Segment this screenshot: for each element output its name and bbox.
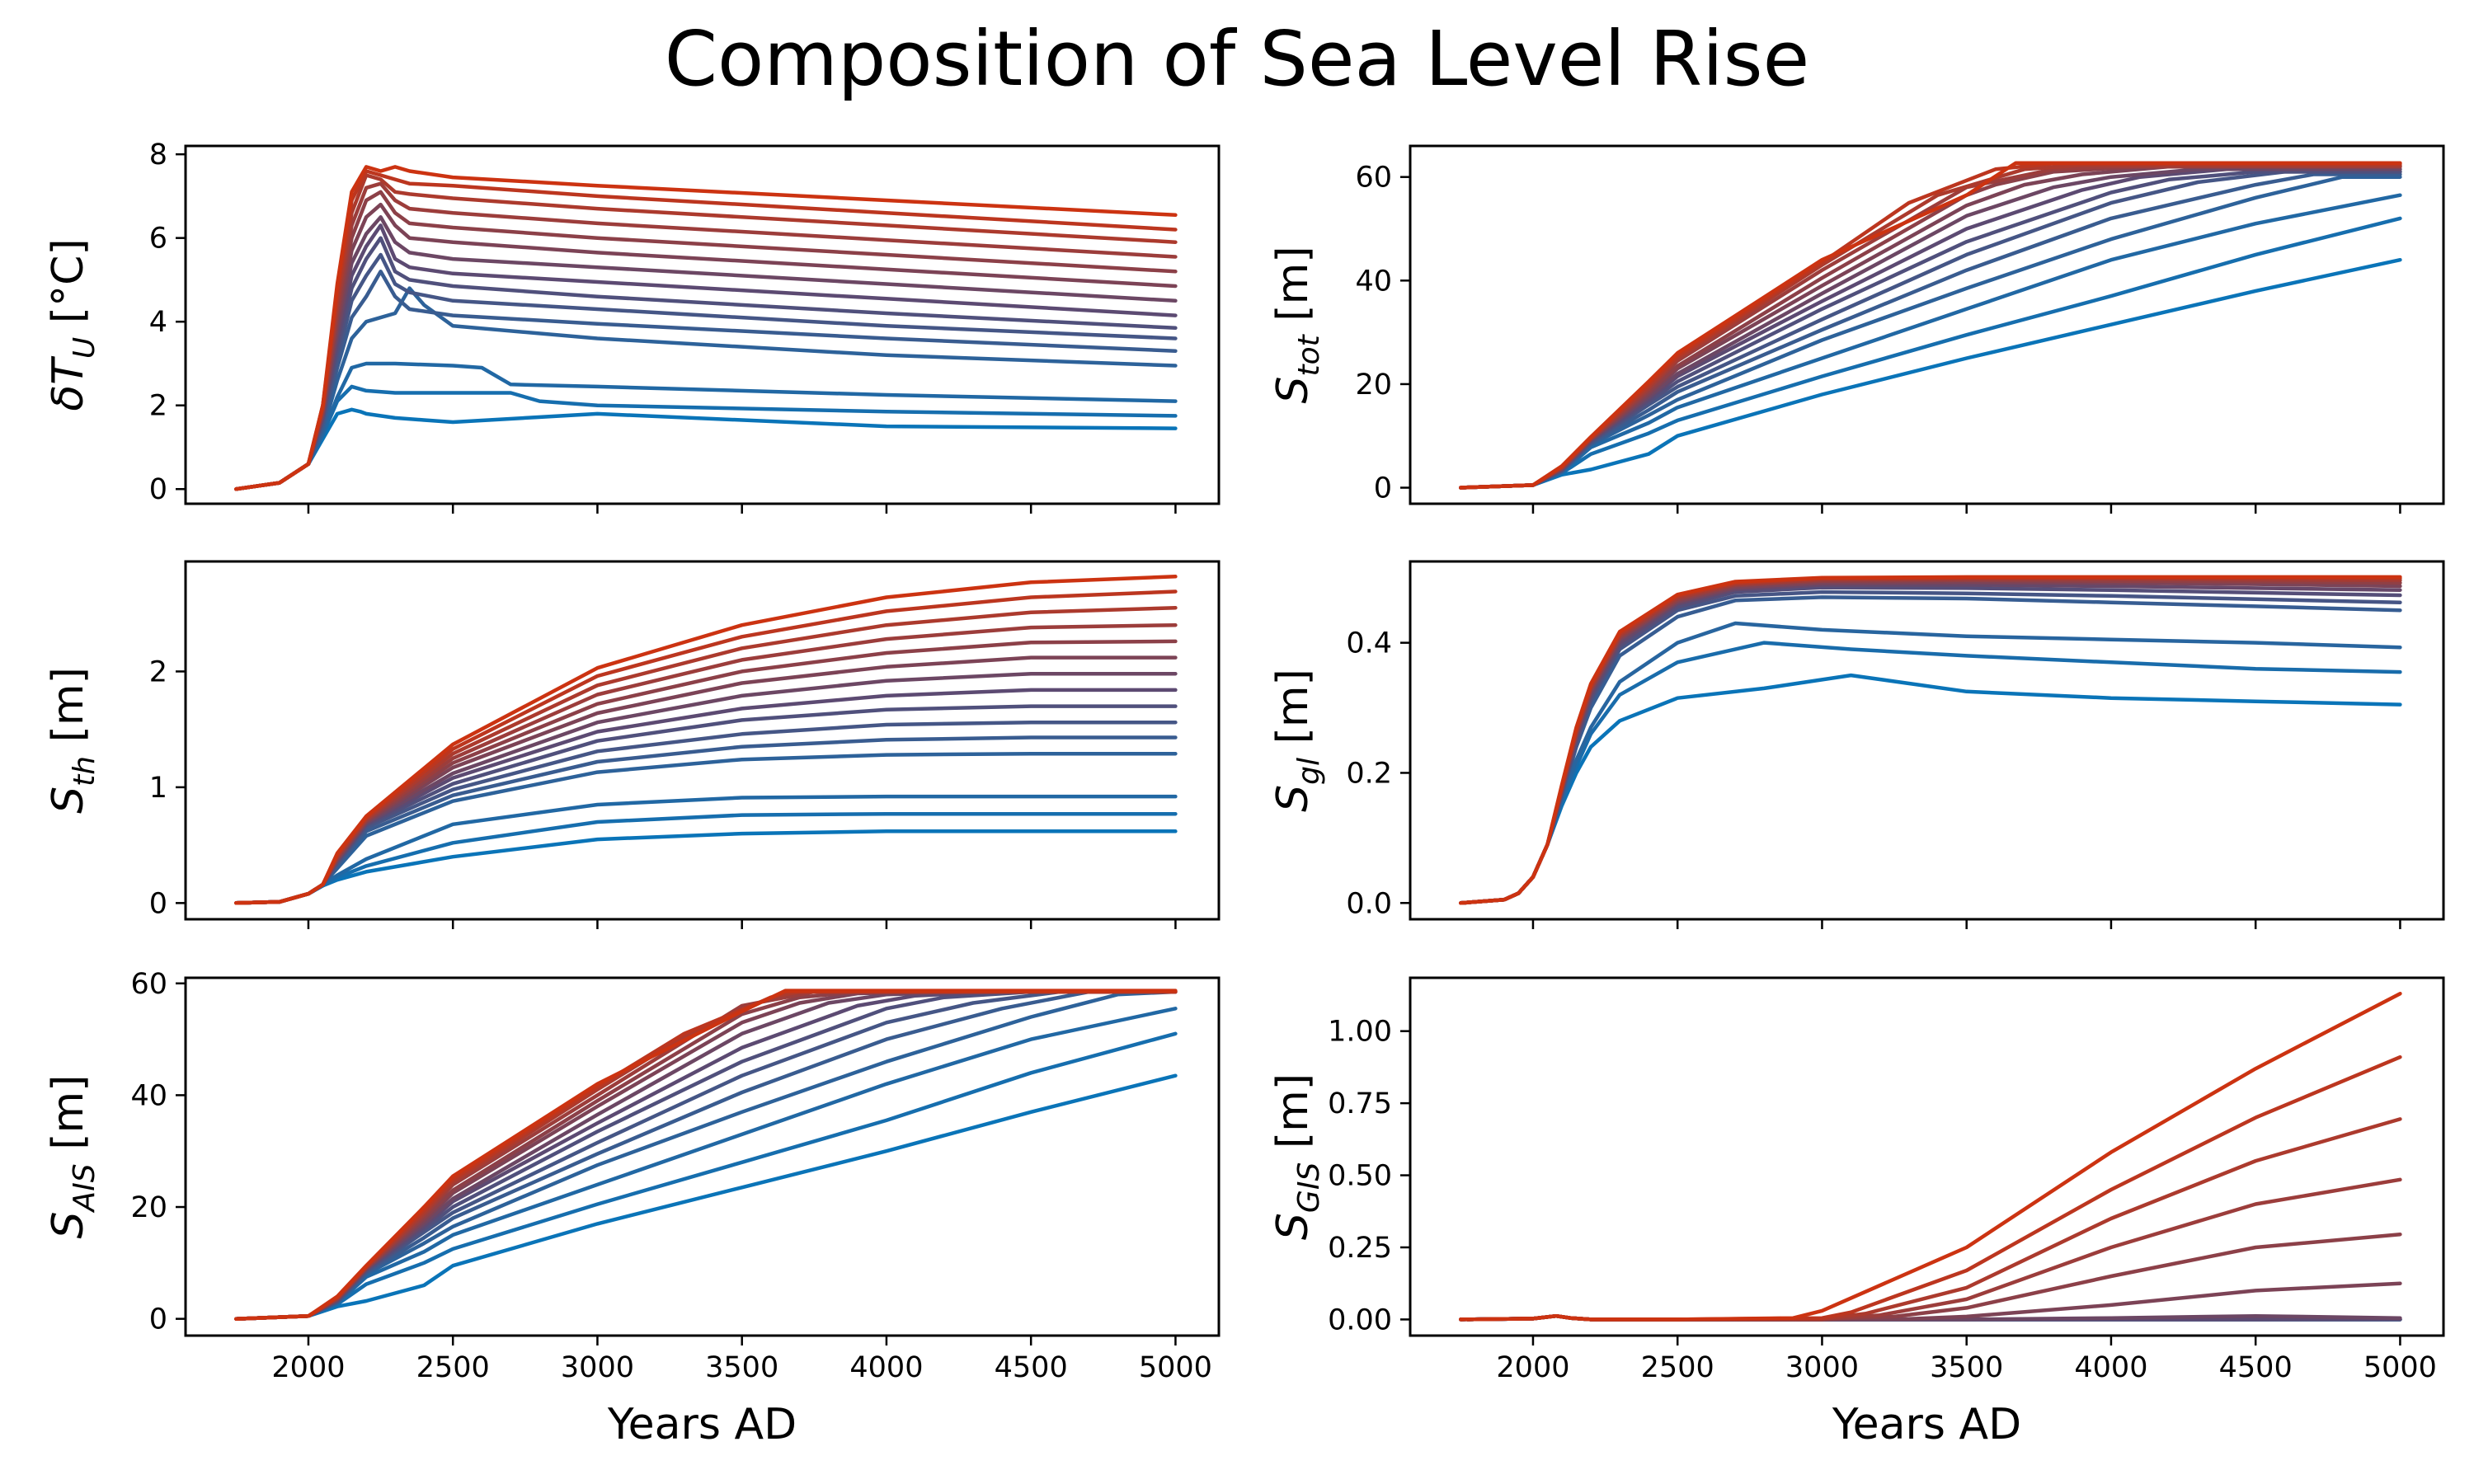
series-line-12 bbox=[1459, 575, 2402, 905]
series-line-10 bbox=[234, 655, 1178, 905]
series-line-15 bbox=[234, 165, 1178, 491]
y-axis-label: Stot [m] bbox=[1268, 246, 1326, 403]
y-axis-label: δTU [°C] bbox=[44, 238, 101, 411]
y-tick-label: 1.00 bbox=[1328, 1016, 1392, 1049]
x-tick-label: 4000 bbox=[2074, 1351, 2147, 1384]
y-tick-label: 0.75 bbox=[1328, 1087, 1392, 1120]
y-tick-label: 6 bbox=[149, 223, 167, 256]
x-tick-label: 2000 bbox=[271, 1351, 345, 1384]
y-tick-label: 0.2 bbox=[1346, 757, 1392, 790]
y-axis-label: Sgl [m] bbox=[1268, 669, 1326, 812]
panel-bottom-left: 0 20 40 60 2000 2500 3000 3500 4000 4500 5000 SAIS … bbox=[44, 968, 1221, 1449]
y-axis-label: SGIS [m] bbox=[1268, 1073, 1326, 1240]
x-tick-label: 5000 bbox=[1139, 1351, 1212, 1384]
y-tick-label: 8 bbox=[149, 139, 167, 171]
y-tick-label: 0 bbox=[149, 887, 167, 920]
axes-frame bbox=[1409, 144, 2445, 505]
series-line-1 bbox=[1459, 257, 2402, 490]
y-tick-label: 4 bbox=[149, 306, 167, 339]
series-group bbox=[1459, 575, 2402, 905]
x-tick-label: 2500 bbox=[416, 1351, 490, 1384]
x-tick-label: 2000 bbox=[1496, 1351, 1569, 1384]
y-tick-label: 20 bbox=[130, 1191, 167, 1224]
x-tick-label: 2500 bbox=[1641, 1351, 1714, 1384]
panel-bottom-right: 0.00 0.25 0.50 0.75 1.00 2000 2500 3000 3500 4000… bbox=[1268, 976, 2445, 1449]
panel-middle-left: 0 1 2 Sth [m] bbox=[44, 560, 1221, 929]
axes-frame bbox=[1409, 976, 2445, 1337]
y-tick-label: 60 bbox=[130, 968, 167, 1001]
series-group bbox=[1459, 161, 2402, 490]
series-line-1 bbox=[234, 829, 1178, 905]
y-axis-label: SAIS [m] bbox=[44, 1075, 101, 1239]
series-line-15 bbox=[1459, 161, 2402, 490]
series-group bbox=[234, 165, 1178, 491]
series-line-8 bbox=[1459, 580, 2402, 905]
y-tick-label: 0.4 bbox=[1346, 627, 1392, 660]
axes-frame bbox=[184, 144, 1221, 505]
panel-top-right: 0 20 40 60 Stot [m] bbox=[1268, 144, 2445, 514]
series-line-15 bbox=[234, 989, 1178, 1321]
series-line-15 bbox=[234, 575, 1178, 905]
y-tick-label: 0.00 bbox=[1328, 1303, 1392, 1336]
y-tick-label: 0.50 bbox=[1328, 1160, 1392, 1193]
series-line-9 bbox=[1459, 578, 2402, 905]
series-line-2 bbox=[234, 1031, 1178, 1321]
series-line-5 bbox=[1459, 589, 2402, 905]
y-tick-label: 20 bbox=[1355, 369, 1392, 402]
panel-middle-right: 0.0 0.2 0.4 Sgl [m] bbox=[1268, 560, 2445, 929]
series-line-11 bbox=[234, 190, 1178, 491]
y-tick-label: 0.0 bbox=[1346, 887, 1392, 920]
series-line-14 bbox=[1459, 1054, 2402, 1322]
x-tick-label: 4000 bbox=[849, 1351, 923, 1384]
axes-frame bbox=[1409, 560, 2445, 921]
x-axis-label: Years AD bbox=[1832, 1400, 2021, 1449]
y-tick-label: 40 bbox=[130, 1079, 167, 1112]
x-tick-label: 3500 bbox=[1930, 1351, 2003, 1384]
y-tick-label: 0 bbox=[149, 473, 167, 506]
x-tick-label: 4500 bbox=[2219, 1351, 2293, 1384]
series-line-1 bbox=[234, 1073, 1178, 1321]
series-group bbox=[234, 575, 1178, 905]
y-tick-label: 60 bbox=[1355, 162, 1392, 195]
series-group bbox=[234, 989, 1178, 1321]
y-tick-label: 0.25 bbox=[1328, 1232, 1392, 1265]
y-tick-label: 2 bbox=[149, 390, 167, 423]
x-tick-label: 3000 bbox=[1785, 1351, 1859, 1384]
series-line-11 bbox=[1459, 575, 2402, 905]
y-tick-label: 40 bbox=[1355, 265, 1392, 298]
series-line-15 bbox=[1459, 991, 2402, 1322]
y-axis-label: Sth [m] bbox=[44, 667, 101, 814]
y-tick-label: 0 bbox=[1374, 472, 1392, 505]
x-tick-label: 3500 bbox=[705, 1351, 778, 1384]
y-tick-label: 0 bbox=[149, 1303, 167, 1336]
series-line-10 bbox=[1459, 577, 2402, 905]
series-line-4 bbox=[234, 989, 1178, 1321]
axes-frame bbox=[184, 976, 1221, 1337]
x-tick-label: 5000 bbox=[2363, 1351, 2437, 1384]
series-line-2 bbox=[234, 384, 1178, 491]
y-tick-label: 2 bbox=[149, 655, 167, 688]
x-axis-label: Years AD bbox=[607, 1400, 797, 1449]
axes-frame bbox=[184, 560, 1221, 921]
x-tick-label: 4500 bbox=[995, 1351, 1068, 1384]
series-group bbox=[1459, 991, 2402, 1322]
series-line-1 bbox=[234, 407, 1178, 491]
series-line-7 bbox=[1459, 583, 2402, 905]
series-line-3 bbox=[1459, 193, 2402, 490]
figure-title: Composition of Sea Level Rise bbox=[664, 15, 1810, 103]
y-tick-label: 1 bbox=[149, 772, 167, 805]
x-tick-label: 3000 bbox=[561, 1351, 634, 1384]
panel-top-left: 0 2 4 6 8 δTU [°C] bbox=[44, 139, 1221, 514]
